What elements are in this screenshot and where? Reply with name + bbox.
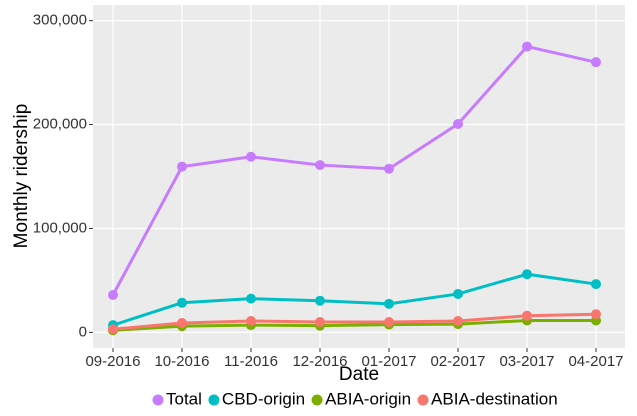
point (384, 298, 394, 309)
x-tick-label: 01-2017 (361, 353, 416, 370)
point (315, 295, 325, 306)
panel (93, 5, 625, 348)
x-tick-label: 02-2017 (430, 353, 485, 370)
point (453, 315, 463, 326)
point (591, 279, 601, 290)
point (108, 324, 118, 335)
point (315, 317, 325, 328)
point (522, 41, 532, 52)
y-tick-label: 300,000 (33, 12, 87, 29)
y-axis-title: Monthly ridership (11, 104, 32, 249)
point (177, 161, 187, 172)
point (246, 293, 256, 304)
point (384, 317, 394, 328)
x-tick-label: 03-2017 (499, 353, 554, 370)
x-tick-label: 12-2016 (292, 353, 347, 370)
x-axis-title: Date (339, 364, 379, 385)
y-tick-label: 200,000 (33, 115, 87, 132)
legend-label: CBD-origin (222, 389, 305, 408)
point (384, 163, 394, 174)
x-tick-label: 11-2016 (224, 353, 278, 370)
series-line (112, 318, 596, 332)
legend-marker (311, 394, 323, 406)
point (591, 57, 601, 68)
point (591, 309, 601, 320)
legend-label: ABIA-origin (325, 389, 411, 408)
legend-marker (152, 394, 164, 406)
series-line (112, 272, 597, 327)
legend-label: ABIA-destination (431, 389, 558, 408)
point (315, 160, 325, 171)
point (453, 288, 463, 299)
x-tick-label: 09-2016 (85, 353, 140, 370)
point (246, 151, 256, 162)
legend-label: Total (166, 389, 202, 408)
series-line (111, 44, 597, 296)
legend-marker (208, 394, 220, 406)
legend-marker (417, 394, 429, 406)
x-tick-label: 04-2017 (568, 353, 623, 370)
x-tick-label: 10-2016 (154, 353, 209, 370)
point (177, 318, 187, 329)
point (177, 297, 187, 308)
point (522, 269, 532, 280)
y-tick-label: 0 (79, 323, 87, 340)
point (246, 315, 256, 326)
point (108, 289, 118, 300)
series-line (112, 312, 597, 331)
point (522, 310, 532, 321)
point (453, 119, 463, 130)
y-tick-label: 100,000 (33, 219, 87, 236)
